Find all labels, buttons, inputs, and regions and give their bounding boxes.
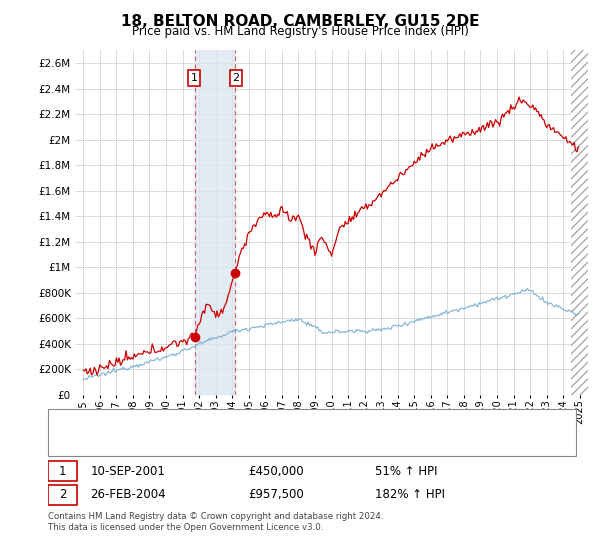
Text: Price paid vs. HM Land Registry's House Price Index (HPI): Price paid vs. HM Land Registry's House …	[131, 25, 469, 38]
FancyBboxPatch shape	[48, 461, 77, 481]
Text: HPI: Average price, detached house, Surrey Heath: HPI: Average price, detached house, Surr…	[101, 440, 362, 450]
FancyBboxPatch shape	[48, 409, 576, 456]
Text: 18, BELTON ROAD, CAMBERLEY, GU15 2DE: 18, BELTON ROAD, CAMBERLEY, GU15 2DE	[121, 14, 479, 29]
Text: 18, BELTON ROAD, CAMBERLEY, GU15 2DE (detached house): 18, BELTON ROAD, CAMBERLEY, GU15 2DE (de…	[101, 417, 419, 427]
FancyBboxPatch shape	[48, 485, 77, 505]
Text: 1: 1	[191, 73, 197, 83]
Text: 51% ↑ HPI: 51% ↑ HPI	[376, 465, 438, 478]
Text: 1: 1	[59, 465, 66, 478]
Bar	[571, 50, 588, 395]
Text: 182% ↑ HPI: 182% ↑ HPI	[376, 488, 445, 501]
Bar	[195, 50, 235, 395]
Text: 2: 2	[59, 488, 66, 501]
Text: Contains HM Land Registry data © Crown copyright and database right 2024.
This d: Contains HM Land Registry data © Crown c…	[48, 512, 383, 532]
Text: 26-FEB-2004: 26-FEB-2004	[90, 488, 166, 501]
Text: £450,000: £450,000	[248, 465, 304, 478]
Text: £957,500: £957,500	[248, 488, 304, 501]
Text: 2: 2	[232, 73, 239, 83]
Text: 10-SEP-2001: 10-SEP-2001	[90, 465, 165, 478]
